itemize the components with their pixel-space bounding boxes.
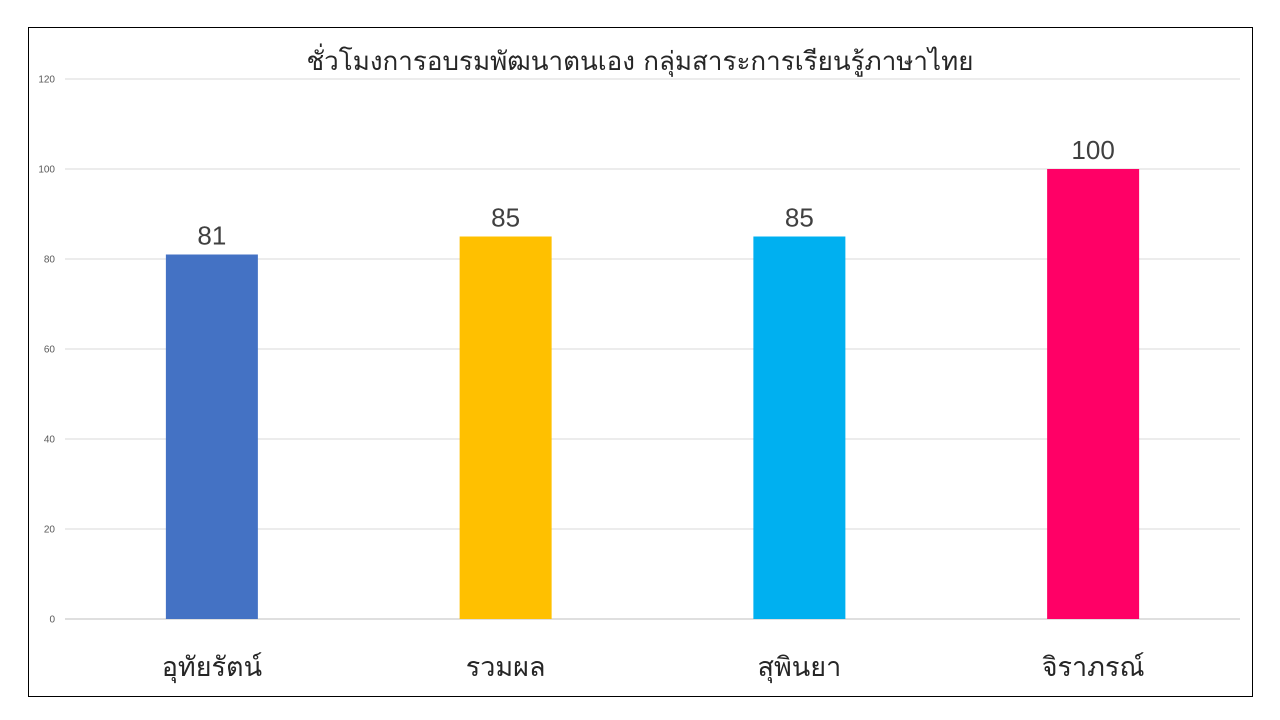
bar [1047, 169, 1140, 619]
y-tick-label: 20 [44, 525, 56, 536]
chart-title: ชั่วโมงการอบรมพัฒนาตนเอง กลุ่มสาระการเรี… [307, 43, 974, 77]
category-label: รวมผล [466, 652, 546, 683]
y-tick-label: 60 [44, 345, 56, 356]
y-tick-label: 120 [38, 75, 55, 86]
gridlines [65, 78, 1240, 620]
category-label: อุทัยรัตน์ [162, 651, 263, 684]
bar [165, 254, 258, 619]
data-label: 81 [197, 221, 226, 251]
category-label: จิราภรณ์ [1042, 651, 1145, 683]
y-tick-label: 40 [44, 435, 56, 446]
bars [165, 169, 1140, 619]
data-label: 85 [491, 203, 520, 233]
bar [459, 236, 552, 619]
category-labels: อุทัยรัตน์ รวมผล สุพินยา จิราภรณ์ [162, 651, 1145, 684]
data-labels: 81 85 85 100 [197, 135, 1114, 251]
bar [753, 236, 846, 619]
data-label: 85 [785, 203, 814, 233]
data-label: 100 [1071, 135, 1114, 165]
y-tick-label: 80 [44, 255, 56, 266]
category-label: สุพินยา [758, 652, 842, 684]
y-tick-label: 0 [49, 615, 55, 626]
y-axis-ticks: 0 20 40 60 80 100 120 [38, 75, 55, 626]
y-tick-label: 100 [38, 165, 55, 176]
